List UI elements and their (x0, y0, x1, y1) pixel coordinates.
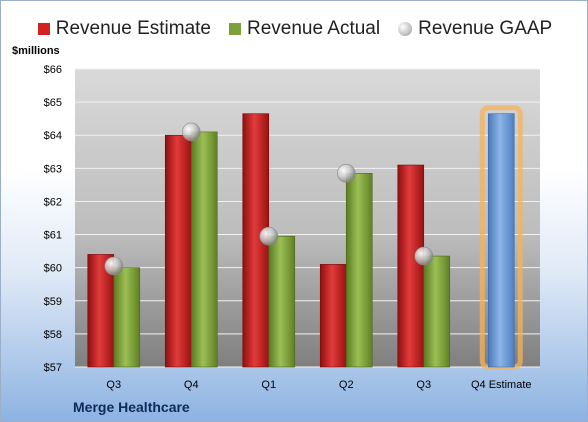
x-axis-ticks: Q3 Q4 Q1 Q2 Q3 Q4 Estimate (106, 379, 531, 391)
bar-revenue-estimate (164, 134, 192, 368)
legend-swatch-estimate (37, 23, 50, 35)
gaap-marker (336, 164, 356, 183)
gaap-markers (104, 122, 434, 276)
bar-q4-estimate (487, 113, 515, 368)
y-axis-label: $millions (12, 45, 60, 57)
bar-revenue-estimate (319, 264, 347, 368)
x-tick-label: Q1 (261, 379, 276, 391)
legend-label-actual: Revenue Actual (247, 18, 381, 39)
legend-item-actual: Revenue Actual (229, 18, 380, 40)
y-tick-label: $66 (44, 64, 62, 76)
y-tick-label: $63 (44, 163, 62, 175)
grid-lines (75, 68, 540, 368)
bar-revenue-actual (113, 267, 141, 368)
y-tick-label: $60 (44, 263, 62, 275)
bar-revenue-actual (345, 173, 373, 368)
y-tick-label: $59 (44, 296, 62, 308)
y-axis-ticks: $57 $58 $59 $60 $61 $62 $63 $64 $65 $66 (44, 64, 62, 374)
gaap-marker (104, 256, 124, 276)
legend-label-estimate: Revenue Estimate (55, 18, 211, 39)
company-name: Merge Healthcare (73, 399, 190, 415)
legend-marker-gaap (398, 22, 413, 36)
legend-label-gaap: Revenue GAAP (418, 18, 553, 39)
bars (87, 105, 523, 370)
y-tick-label: $57 (44, 362, 62, 374)
y-tick-label: $64 (44, 130, 62, 142)
legend-swatch-actual (229, 23, 241, 35)
bar-revenue-actual (190, 131, 218, 368)
x-tick-label: Q3 (416, 379, 431, 391)
y-tick-label: $65 (44, 97, 62, 109)
x-tick-label: Q2 (339, 379, 354, 391)
x-tick-label: Q4 Estimate (471, 379, 532, 391)
bar-revenue-estimate (397, 164, 425, 368)
x-tick-label: Q4 (184, 379, 199, 391)
bar-revenue-actual (423, 255, 451, 368)
y-tick-label: $62 (44, 196, 62, 208)
gaap-marker (414, 246, 434, 266)
legend-item-gaap: Revenue GAAP (398, 18, 552, 40)
gaap-marker (181, 122, 201, 142)
y-tick-label: $61 (44, 230, 62, 242)
legend: Revenue Estimate Revenue Actual Revenue … (1, 15, 588, 43)
plot-area (75, 69, 540, 367)
gaap-marker (259, 226, 279, 246)
x-tick-label: Q3 (106, 379, 121, 391)
y-tick-label: $58 (44, 329, 62, 341)
bar-revenue-actual (268, 235, 296, 368)
legend-item-estimate: Revenue Estimate (37, 18, 211, 40)
